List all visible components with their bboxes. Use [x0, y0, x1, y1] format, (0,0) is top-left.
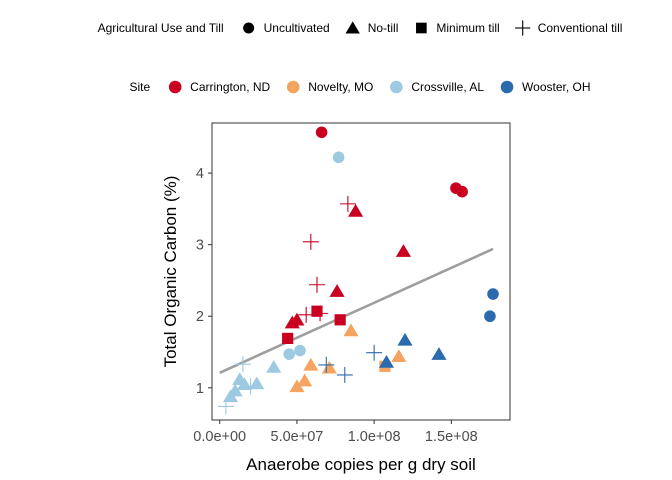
legend-key-circle — [286, 80, 300, 94]
data-point — [487, 288, 499, 300]
legend-label: Conventional till — [538, 21, 623, 35]
data-point — [339, 195, 356, 212]
trend-line-group — [219, 247, 494, 374]
legend-key-circle — [168, 80, 182, 94]
trend-line — [219, 247, 494, 374]
data-point — [249, 376, 265, 390]
data-point — [321, 360, 337, 374]
data-point — [343, 323, 359, 337]
data-point — [234, 356, 251, 373]
data-point — [391, 349, 407, 363]
data-point — [431, 347, 447, 360]
data-point — [302, 233, 319, 250]
data-point — [315, 126, 328, 139]
data-point — [318, 356, 335, 373]
data-point — [348, 204, 364, 217]
data-point — [289, 379, 305, 393]
data-point — [222, 389, 239, 403]
legend-key-circle — [243, 22, 255, 34]
x-tick-label: 0.0e+00 — [193, 429, 246, 445]
data-point — [283, 348, 296, 360]
data-point — [282, 332, 294, 345]
y-axis-title: Total Organic Carbon (%) — [161, 176, 180, 368]
legend-key-circle — [500, 80, 514, 94]
x-tick-label: 5.0e+07 — [271, 429, 324, 445]
site-legend: Site Carrington, ND Novelty, MO Crossville,… — [129, 80, 590, 94]
legend-label: Uncultivated — [264, 21, 330, 35]
data-point — [284, 315, 300, 329]
data-point — [297, 373, 313, 387]
data-point — [366, 344, 383, 361]
plot-panel — [211, 122, 511, 421]
data-point — [397, 332, 413, 346]
data-point — [378, 355, 395, 368]
legend-label: Crossville, AL — [411, 80, 484, 94]
data-point — [312, 305, 329, 322]
data-point — [329, 284, 345, 297]
data-point — [484, 310, 496, 323]
legend-title: Agricultural Use and Till — [98, 21, 224, 35]
data-point — [334, 314, 346, 326]
legend-label: Carrington, ND — [190, 80, 270, 94]
y-tick-label: 1 — [196, 381, 204, 397]
data-point — [266, 360, 282, 373]
data-point — [217, 398, 234, 415]
data-point — [332, 151, 345, 164]
y-tick-label: 2 — [196, 309, 204, 325]
data-point — [311, 305, 323, 317]
points-group — [217, 126, 499, 415]
data-point — [456, 185, 468, 198]
legend-label: Minimum till — [436, 21, 499, 35]
y-tick-label: 3 — [196, 238, 204, 254]
legend-title: Site — [129, 80, 150, 94]
data-point — [308, 276, 325, 293]
legend-key-square — [416, 22, 427, 34]
x-tick-label: 1.0e+08 — [348, 429, 401, 445]
y-tick-label: 4 — [196, 166, 204, 182]
data-point — [294, 344, 306, 357]
legend-key-plus — [515, 20, 531, 36]
x-axis-title: Anaerobe copies per g dry soil — [246, 455, 476, 474]
x-tick-label: 1.5e+08 — [425, 429, 478, 445]
data-point — [336, 366, 353, 383]
till-legend: Agricultural Use and Till Uncultivated No-… — [98, 20, 623, 36]
legend-key-circle — [390, 80, 403, 94]
legend-label: Novelty, MO — [308, 80, 373, 94]
data-point — [303, 357, 319, 371]
legend-label: Wooster, OH — [522, 80, 590, 94]
legend-label: No-till — [368, 21, 399, 35]
legend-key-triangle — [345, 21, 360, 34]
axes: 0.0e+00 5.0e+07 1.0e+08 1.5e+08 1 2 3 4 — [193, 166, 477, 445]
data-point — [395, 244, 412, 257]
data-point — [298, 306, 315, 323]
